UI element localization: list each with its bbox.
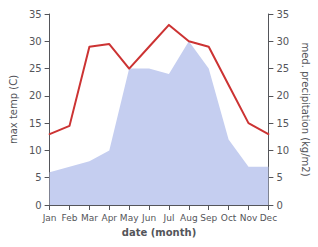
svg-text:date (month): date (month): [122, 227, 196, 238]
svg-text:35: 35: [29, 9, 42, 20]
svg-text:30: 30: [276, 36, 289, 47]
svg-text:10: 10: [276, 145, 289, 156]
svg-text:May: May: [120, 213, 139, 223]
svg-text:Oct: Oct: [221, 213, 237, 223]
svg-text:max temp (C): max temp (C): [8, 75, 19, 144]
svg-text:25: 25: [29, 63, 42, 74]
svg-text:10: 10: [29, 145, 42, 156]
svg-text:Jun: Jun: [141, 213, 156, 223]
svg-text:20: 20: [29, 90, 42, 101]
svg-text:20: 20: [276, 90, 289, 101]
svg-text:0: 0: [35, 200, 41, 211]
svg-text:Dec: Dec: [260, 213, 277, 223]
svg-text:Nov: Nov: [240, 213, 258, 223]
svg-text:15: 15: [276, 118, 289, 129]
svg-text:med. precipitation (kg/m2): med. precipitation (kg/m2): [300, 42, 311, 176]
svg-text:35: 35: [276, 9, 289, 20]
svg-text:Jul: Jul: [163, 213, 175, 223]
svg-text:Mar: Mar: [81, 213, 98, 223]
svg-text:Feb: Feb: [62, 213, 78, 223]
svg-text:0: 0: [276, 200, 282, 211]
svg-text:25: 25: [276, 63, 289, 74]
svg-text:Jan: Jan: [42, 213, 57, 223]
svg-text:30: 30: [29, 36, 42, 47]
svg-text:Aug: Aug: [180, 213, 198, 223]
svg-text:5: 5: [35, 172, 41, 183]
svg-text:Sep: Sep: [200, 213, 217, 223]
svg-text:15: 15: [29, 118, 42, 129]
svg-text:5: 5: [276, 172, 282, 183]
svg-text:Apr: Apr: [101, 213, 117, 223]
